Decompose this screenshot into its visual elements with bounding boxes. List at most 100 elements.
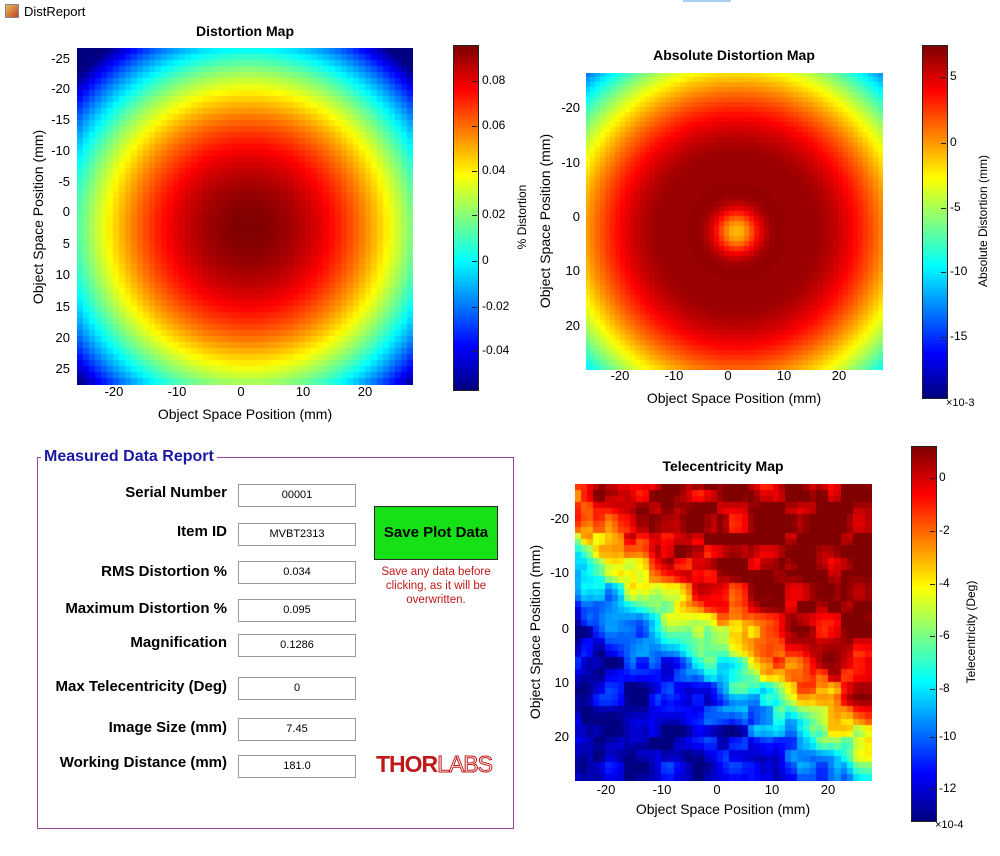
colorbar-tick-mark: [941, 143, 946, 144]
colorbar-tick-label: -0.04: [482, 343, 510, 357]
chart-title: Distortion Map: [196, 23, 294, 39]
y-tick-label: 20: [554, 729, 569, 744]
x-tick-label: -20: [596, 782, 616, 797]
y-tick-label: 0: [62, 204, 70, 219]
x-tick-label: -20: [610, 368, 630, 383]
y-tick-label: 20: [565, 318, 580, 333]
max-distortion-field[interactable]: 0.095: [238, 599, 356, 622]
image-size-label: Image Size (mm): [108, 719, 227, 736]
working-distance-field[interactable]: 181.0: [238, 755, 356, 778]
colorbar-label: Telecentricity (Deg): [964, 580, 978, 684]
rms-distortion-field[interactable]: 0.034: [238, 561, 356, 584]
colorbar-tick-label: 0: [950, 135, 957, 149]
y-tick-label: 10: [55, 267, 70, 282]
x-tick-label: 20: [820, 782, 836, 797]
y-axis-label: Object Space Position (mm): [30, 129, 46, 305]
colorbar-tick-label: 0.08: [482, 73, 506, 87]
max-distortion-label: Maximum Distortion %: [65, 600, 227, 617]
item-id-label: Item ID: [176, 523, 227, 540]
thorlabs-logo: THORLABS: [376, 751, 494, 778]
y-tick-label: -20: [550, 511, 569, 526]
panel-legend: Measured Data Report: [41, 448, 217, 466]
colorbar-tick-label: 0: [939, 470, 946, 484]
colorbar-tick-mark: [941, 272, 946, 273]
colorbar-exponent: ×10-3: [946, 397, 975, 409]
y-tick-label: -10: [561, 155, 580, 170]
y-axis-label: Object Space Position (mm): [527, 544, 543, 720]
x-tick-label: 10: [295, 384, 311, 399]
max-telecentricity-field[interactable]: 0: [238, 677, 356, 700]
colorbar-tick-mark: [472, 81, 477, 82]
distortion-map-heatmap: [77, 48, 413, 385]
x-axis-label: Object Space Position (mm): [635, 801, 811, 817]
colorbar-exponent: ×10-4: [935, 819, 964, 831]
y-tick-label: -10: [550, 565, 569, 580]
telecentricity-heatmap: [575, 484, 872, 781]
colorbar-tick-mark: [472, 126, 477, 127]
y-tick-label: -20: [561, 100, 580, 115]
y-tick-label: 0: [561, 621, 569, 636]
colorbar-tick-mark: [941, 208, 946, 209]
colorbar-tick-mark: [941, 337, 946, 338]
y-tick-label: 10: [554, 675, 569, 690]
colorbar-tick-label: 0: [482, 253, 489, 267]
x-tick-label: 20: [357, 384, 373, 399]
logo-thor: THOR: [376, 751, 438, 777]
y-tick-label: -10: [51, 143, 70, 158]
save-warning-text: Save any data before clicking, as it wil…: [381, 566, 491, 606]
colorbar-tick-label: -2: [939, 523, 950, 537]
y-tick-label: 0: [572, 209, 580, 224]
y-tick-label: -5: [58, 174, 70, 189]
colorbar-tick-label: 0.04: [482, 163, 506, 177]
window-title: DistReport: [24, 4, 86, 19]
y-tick-label: 20: [55, 330, 70, 345]
app-icon: [5, 4, 19, 18]
colorbar-tick-label: -5: [950, 200, 961, 214]
colorbar-tick-mark: [930, 789, 935, 790]
serial-number-field[interactable]: 00001: [238, 484, 356, 507]
colorbar-tick-mark: [472, 351, 477, 352]
item-id-field[interactable]: MVBT2313: [238, 523, 356, 546]
absolute-distortion-colorbar: [922, 45, 948, 399]
x-tick-label: -20: [104, 384, 124, 399]
distortion-colorbar: [453, 45, 479, 391]
chart-title: Absolute Distortion Map: [653, 47, 815, 63]
colorbar-tick-label: 5: [950, 69, 957, 83]
y-tick-label: 15: [55, 299, 70, 314]
x-tick-label: -10: [664, 368, 684, 383]
window-titlebar: DistReport: [0, 0, 1000, 24]
y-axis-label: Object Space Position (mm): [537, 133, 553, 309]
y-tick-label: -15: [51, 112, 70, 127]
max-telecentricity-label: Max Telecentricity (Deg): [55, 678, 227, 695]
x-tick-label: 0: [713, 782, 721, 797]
colorbar-tick-label: -12: [939, 781, 957, 795]
x-axis-label: Object Space Position (mm): [646, 390, 822, 406]
y-tick-label: -25: [51, 51, 70, 66]
colorbar-tick-mark: [472, 307, 477, 308]
save-plot-data-button[interactable]: Save Plot Data: [374, 506, 498, 560]
colorbar-tick-label: -0.02: [482, 299, 510, 313]
colorbar-tick-label: 0.02: [482, 207, 506, 221]
absolute-distortion-heatmap: [586, 73, 883, 370]
colorbar-tick-mark: [472, 261, 477, 262]
colorbar-tick-mark: [930, 531, 935, 532]
colorbar-tick-label: 0.06: [482, 118, 506, 132]
y-tick-label: 25: [55, 361, 70, 376]
image-size-field[interactable]: 7.45: [238, 718, 356, 741]
x-tick-label: -10: [652, 782, 672, 797]
colorbar-tick-label: -4: [939, 576, 950, 590]
colorbar-tick-mark: [472, 171, 477, 172]
x-tick-label: 0: [724, 368, 732, 383]
logo-labs: LABS: [437, 751, 494, 778]
colorbar-tick-mark: [930, 636, 935, 637]
colorbar-tick-mark: [930, 478, 935, 479]
x-tick-label: -10: [167, 384, 187, 399]
x-tick-label: 20: [831, 368, 847, 383]
colorbar-tick-label: -10: [939, 729, 957, 743]
y-tick-label: 10: [565, 263, 580, 278]
titlebar-accent: [683, 0, 731, 2]
magnification-field[interactable]: 0.1286: [238, 634, 356, 657]
colorbar-tick-label: -10: [950, 264, 968, 278]
x-tick-label: 0: [237, 384, 245, 399]
colorbar-tick-mark: [930, 737, 935, 738]
